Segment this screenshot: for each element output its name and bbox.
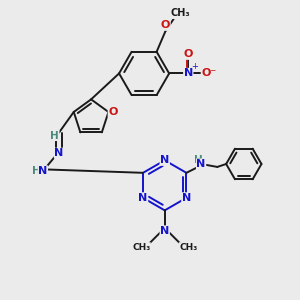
Text: N: N bbox=[138, 193, 148, 203]
Text: N: N bbox=[182, 193, 191, 203]
Text: N: N bbox=[38, 166, 47, 176]
Text: CH₃: CH₃ bbox=[170, 8, 190, 19]
Text: CH₃: CH₃ bbox=[179, 243, 197, 252]
Text: +: + bbox=[192, 62, 199, 71]
Text: O: O bbox=[108, 107, 118, 117]
Text: O: O bbox=[184, 49, 193, 59]
Text: H: H bbox=[194, 154, 203, 165]
Text: N: N bbox=[196, 159, 206, 169]
Text: O⁻: O⁻ bbox=[201, 68, 217, 78]
Text: N: N bbox=[160, 226, 169, 236]
Text: CH₃: CH₃ bbox=[132, 243, 150, 252]
Text: H: H bbox=[50, 130, 59, 140]
Text: O: O bbox=[161, 20, 170, 30]
Text: H: H bbox=[32, 166, 40, 176]
Text: N: N bbox=[184, 68, 193, 78]
Text: N: N bbox=[160, 155, 169, 165]
Text: N: N bbox=[54, 148, 64, 158]
